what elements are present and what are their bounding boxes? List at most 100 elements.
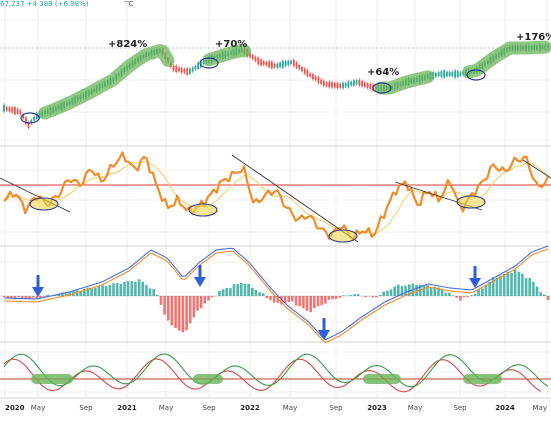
macd-histogram-bar	[119, 283, 123, 296]
macd-histogram-bar	[499, 275, 502, 296]
macd-histogram-bar	[64, 293, 68, 296]
x-axis-tick-label: 2021	[117, 404, 137, 412]
macd-histogram-bar	[68, 292, 71, 296]
candle-body	[366, 83, 369, 88]
bull-run-highlight-4	[462, 40, 551, 79]
candle-body	[257, 57, 260, 65]
macd-histogram-bar	[481, 288, 484, 296]
candle-body	[339, 83, 342, 88]
candle-body	[35, 112, 38, 119]
candle-body	[290, 60, 292, 64]
price-header: 67,237 +4,388 (+6.98%) TC	[0, 0, 133, 8]
candle-body	[194, 66, 197, 70]
macd-histogram-bar	[305, 296, 309, 311]
candle-body	[276, 63, 279, 68]
candle-body	[451, 71, 454, 77]
macd-line	[3, 245, 549, 341]
candle-body	[197, 62, 199, 69]
candle-body	[446, 71, 448, 77]
macd-histogram-bar	[94, 287, 97, 296]
candle-body	[355, 80, 358, 85]
macd-histogram-bar	[126, 281, 130, 296]
candle-body	[342, 82, 344, 89]
macd-histogram-bar	[21, 296, 24, 299]
candle-body	[279, 62, 281, 68]
macd-histogram-bar	[130, 281, 134, 296]
macd-histogram-bar	[258, 292, 261, 296]
macd-histogram-bar	[488, 281, 491, 296]
macd-histogram-bar	[506, 271, 510, 296]
macd-histogram-bar	[269, 296, 272, 301]
buy-arrow-1	[32, 275, 44, 297]
macd-histogram-bar	[13, 296, 17, 300]
buy-arrow-3	[318, 318, 330, 340]
macd-histogram-bar	[444, 292, 448, 296]
candle-body	[312, 74, 314, 80]
macd-histogram-bar	[291, 296, 294, 302]
macd-histogram-bar	[232, 284, 236, 296]
macd-histogram-bar	[331, 296, 334, 300]
candle-body	[369, 84, 372, 90]
macd-histogram-bar	[466, 296, 469, 297]
macd-histogram-bar	[510, 272, 513, 296]
oscillator-trendline-1	[231, 154, 359, 243]
candle-body	[448, 72, 451, 76]
bull-run-highlight-2	[202, 43, 252, 67]
candle-body	[172, 65, 175, 71]
macd-histogram-bar	[6, 296, 9, 298]
macd-histogram-bar	[236, 284, 239, 296]
candle-body	[325, 82, 328, 87]
macd-histogram-bar	[254, 290, 258, 296]
macd-histogram-bar	[386, 290, 389, 296]
oscillator-highlight-fill-0	[30, 198, 58, 210]
oscillator-trendline-0	[0, 177, 71, 213]
macd-histogram-bar	[294, 296, 298, 306]
macd-histogram-bar	[251, 287, 254, 296]
macd-histogram-bar	[272, 296, 276, 303]
candle-body	[328, 81, 331, 88]
candle-body	[350, 81, 353, 86]
candle-body	[443, 70, 445, 78]
macd-histogram-bar	[196, 296, 199, 311]
x-axis-tick-label: 2022	[240, 404, 260, 412]
macd-histogram-bar	[170, 296, 174, 326]
macd-histogram-bar	[524, 278, 528, 296]
candle-body	[186, 68, 189, 75]
macd-histogram-bar	[141, 281, 144, 296]
candle-body	[314, 76, 317, 81]
candle-body	[454, 70, 456, 78]
macd-histogram-bar	[513, 269, 517, 296]
macd-histogram-bar	[429, 287, 433, 296]
candle-body	[189, 68, 191, 74]
candle-body	[281, 60, 284, 68]
macd-histogram-bar	[349, 295, 353, 296]
oscillator-trendline-3	[522, 159, 551, 179]
macd-histogram-bar	[24, 296, 28, 300]
macd-histogram-bar	[199, 296, 203, 309]
macd-histogram-bar	[437, 287, 440, 296]
macd-histogram-bar	[543, 294, 546, 296]
candle-body	[260, 59, 262, 66]
candle-body	[331, 82, 333, 88]
candle-body	[5, 106, 8, 111]
macd-histogram-bar	[389, 289, 393, 296]
macd-histogram-bar	[342, 295, 345, 296]
x-axis-tick-label: May	[408, 404, 422, 412]
candle-body	[361, 81, 363, 87]
candle-body	[30, 120, 33, 124]
macd-histogram-bar	[528, 278, 531, 296]
macd-histogram-bar	[404, 285, 407, 296]
macd-histogram-bar	[210, 296, 214, 298]
entry-circle-2	[372, 82, 392, 94]
candle-body	[265, 61, 268, 66]
candle-body	[175, 65, 178, 73]
macd-histogram-bar	[287, 296, 291, 303]
oscillator-signal-line	[3, 161, 549, 235]
x-axis-tick-label: 2023	[367, 404, 387, 412]
candle-body	[3, 104, 5, 112]
macd-histogram-bar	[280, 296, 283, 305]
macd-histogram-bar	[42, 296, 46, 297]
candle-body	[33, 117, 35, 121]
candle-body	[25, 117, 27, 125]
ticker-fragment: TC	[124, 0, 134, 8]
